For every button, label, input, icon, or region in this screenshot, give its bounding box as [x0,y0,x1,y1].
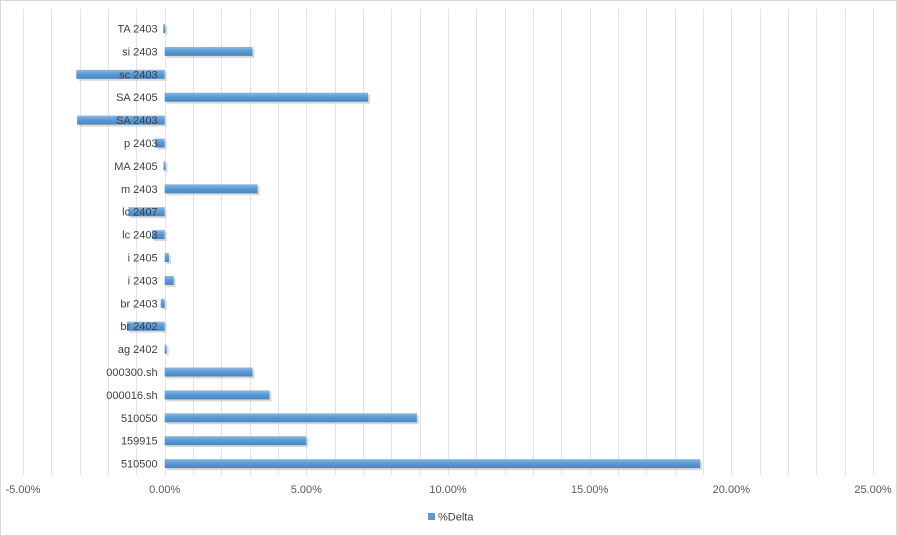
legend: %Delta [428,512,474,524]
category-label: sc 2403 [119,69,158,81]
category-labels: TA 2403 si 2403 sc 2403 SA 2405 SA 2403 p 240… [106,24,157,471]
x-tick-label: 25.00% [854,484,892,496]
bar-si-2403 [164,46,253,56]
category-label: br 2403 [120,298,157,310]
bar-lc-2403 [151,230,165,240]
bar-m-2403 [164,184,258,194]
category-label: i 2405 [128,253,158,265]
category-label: 510050 [121,413,158,425]
bar-shadow [165,26,168,35]
bar-lc-2407 [128,207,165,217]
bar-shadow [162,300,167,310]
category-label: si 2403 [122,46,157,58]
bar-p-2403 [155,138,165,148]
bars [76,24,703,471]
bar-510050 [164,413,417,423]
bar-ma-2405 [163,161,166,171]
category-label: 159915 [121,436,158,448]
bar-br-2403 [160,298,165,308]
bar-ta-2403 [163,24,166,33]
x-tick-label: 5.00% [291,484,322,496]
bar-sa-2403 [77,115,165,125]
bar-br-2402 [126,321,165,331]
bar-shadow [165,163,168,173]
category-label: 000300.sh [106,367,157,379]
category-label: SA 2405 [116,92,158,104]
x-tick-label: 10.00% [429,484,467,496]
bar-shadow [166,346,169,356]
bar-510500 [164,459,701,469]
legend-swatch [428,513,435,520]
gridlines [23,9,874,475]
category-label: ag 2402 [118,344,158,356]
category-label: 510500 [121,459,158,471]
bar-ag-2402 [164,344,167,354]
x-tick-label: 20.00% [713,484,751,496]
bar-000016-sh [164,390,270,400]
x-tick-label: 0.00% [149,484,180,496]
category-label: MA 2405 [114,161,157,173]
category-label: lc 2403 [122,230,157,242]
category-label: p 2403 [124,138,158,150]
bar-159915 [164,436,307,446]
legend-label: %Delta [438,512,474,524]
category-label: TA 2403 [117,24,157,36]
bar-i-2405 [164,253,169,262]
bar-000300-sh [164,367,253,377]
x-tick-label: 15.00% [571,484,609,496]
bar-sa-2405 [164,92,369,102]
category-label: m 2403 [121,184,158,196]
x-tick-label: -5.00% [6,484,41,496]
category-label: SA 2403 [116,115,158,127]
category-label: i 2403 [128,275,158,287]
bar-i-2403 [164,275,174,285]
x-axis-tick-labels: -5.00% 0.00% 5.00% 10.00% 15.00% 20.00% 25.00% [6,484,892,496]
category-label: lc 2407 [122,207,157,219]
category-label: br 2402 [120,321,157,333]
category-label: 000016.sh [106,390,157,402]
bar-sc-2403 [76,69,165,79]
